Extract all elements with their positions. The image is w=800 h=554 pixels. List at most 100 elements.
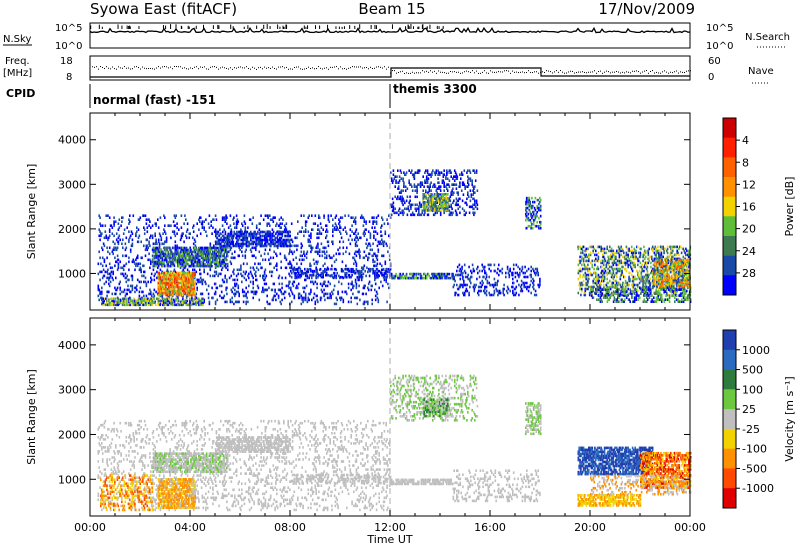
- power-cell: [177, 277, 180, 281]
- power-cell: [236, 238, 239, 242]
- power-cell: [264, 232, 267, 236]
- power-cell: [426, 191, 429, 194]
- power-cell: [421, 183, 424, 186]
- power-cell: [253, 254, 255, 258]
- power-cell: [442, 193, 445, 196]
- nave-dot: [348, 67, 349, 69]
- power-cell: [215, 286, 218, 290]
- power-cell: [394, 207, 396, 211]
- power-cell: [533, 271, 536, 275]
- power-cell: [177, 281, 180, 285]
- power-cell: [208, 246, 211, 250]
- power-cell: [266, 294, 268, 298]
- power-cell: [199, 280, 202, 284]
- power-cell: [119, 280, 121, 284]
- power-cell: [474, 201, 476, 205]
- power-cell: [250, 242, 252, 246]
- power-cell: [188, 279, 190, 283]
- nave-dot: [652, 70, 653, 72]
- power-cell: [218, 272, 220, 276]
- power-cell: [153, 246, 155, 250]
- power-cell: [300, 250, 303, 254]
- power-cell: [237, 242, 240, 246]
- power-cell: [103, 299, 105, 303]
- power-cell: [196, 262, 198, 266]
- power-cell: [160, 238, 163, 242]
- power-cell: [225, 262, 227, 266]
- power-cell: [326, 284, 329, 288]
- nave-dot: [452, 71, 453, 73]
- power-cell: [179, 287, 181, 291]
- power-cell: [277, 244, 279, 248]
- power-cell: [372, 254, 374, 258]
- power-cell: [389, 267, 392, 271]
- power-cell: [300, 230, 303, 233]
- power-cell: [390, 276, 393, 280]
- nave-dot: [298, 66, 299, 68]
- power-cell: [269, 224, 271, 227]
- power-cell: [365, 242, 367, 246]
- nave-label: Nave: [748, 66, 774, 77]
- power-cell: [243, 290, 246, 294]
- power-cell: [103, 258, 106, 262]
- power-cell: [225, 266, 227, 270]
- power-cell: [170, 236, 172, 240]
- power-cell: [414, 189, 417, 192]
- power-cell: [145, 218, 148, 221]
- power-cell: [199, 272, 201, 276]
- power-cell: [529, 200, 531, 204]
- power-cell: [483, 267, 485, 271]
- power-cell: [250, 234, 252, 238]
- power-cell: [192, 299, 195, 303]
- power-cell: [185, 281, 188, 285]
- power-cell: [243, 220, 246, 223]
- power-cell: [202, 254, 204, 258]
- power-cell: [257, 286, 260, 290]
- nave-dot: [292, 68, 293, 70]
- power-cell: [489, 293, 491, 297]
- power-cell: [367, 242, 370, 246]
- power-cell: [377, 298, 380, 302]
- power-cell: [242, 244, 244, 248]
- power-cell: [133, 297, 135, 301]
- freq-tick-bottom: 8: [66, 72, 72, 83]
- nave-dot: [380, 66, 381, 68]
- power-cell: [257, 242, 260, 246]
- power-cell: [448, 213, 451, 217]
- power-cell: [363, 286, 366, 290]
- nave-dot: [396, 72, 397, 74]
- nave-tick-bottom: 0: [708, 72, 714, 83]
- power-cell: [174, 246, 176, 250]
- nave-dot: [312, 67, 313, 69]
- nave-dot: [500, 71, 501, 73]
- power-cell: [506, 285, 509, 289]
- power-cell: [273, 244, 276, 248]
- nave-dot: [492, 71, 493, 73]
- power-cell: [296, 284, 298, 288]
- power-cell: [290, 266, 293, 270]
- power-cell: [304, 271, 306, 275]
- power-cell: [183, 256, 185, 260]
- power-cell: [426, 209, 428, 212]
- power-cell: [397, 195, 399, 199]
- power-cell: [137, 218, 140, 221]
- power-cell: [463, 269, 466, 273]
- power-cell: [290, 269, 292, 273]
- power-cell: [434, 211, 437, 215]
- power-cell: [160, 279, 162, 283]
- power-cell: [334, 267, 337, 271]
- power-cell: [102, 268, 105, 272]
- power-cell: [412, 274, 415, 278]
- nave-dot: [308, 66, 309, 68]
- power-cell: [182, 281, 185, 285]
- power-cell: [119, 260, 121, 264]
- power-cell: [301, 258, 303, 262]
- power-cell: [488, 291, 490, 295]
- power-cell: [231, 252, 233, 256]
- power-cell: [242, 234, 244, 238]
- power-cell: [351, 230, 353, 233]
- power-cell: [165, 240, 168, 244]
- power-cell: [255, 256, 257, 260]
- power-cell: [234, 294, 236, 298]
- power-cell: [115, 288, 117, 292]
